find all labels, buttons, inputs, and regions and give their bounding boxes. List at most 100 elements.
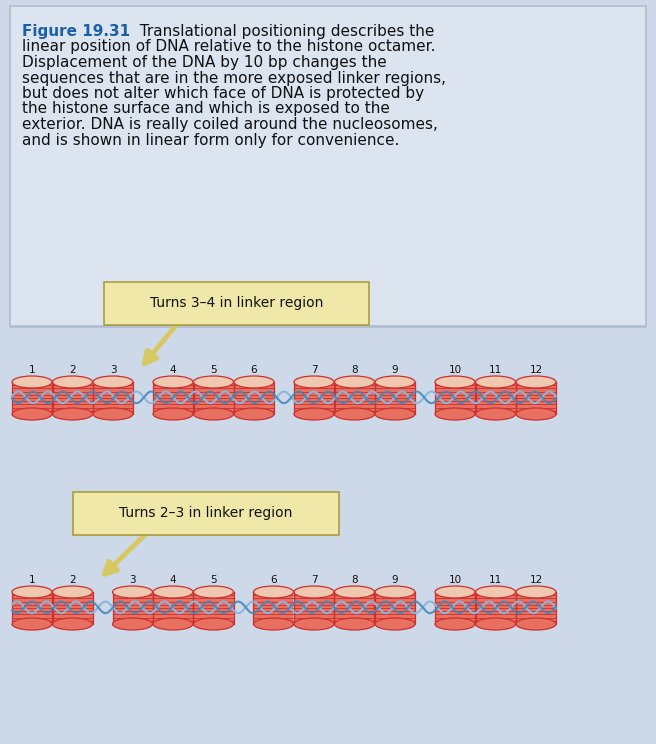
FancyBboxPatch shape bbox=[104, 282, 369, 325]
Bar bbox=[476, 382, 516, 414]
Ellipse shape bbox=[335, 618, 375, 630]
Bar bbox=[12, 382, 52, 414]
Text: and is shown in linear form only for convenience.: and is shown in linear form only for con… bbox=[22, 132, 400, 147]
Text: 1: 1 bbox=[29, 575, 35, 585]
Bar bbox=[516, 592, 556, 624]
Ellipse shape bbox=[52, 376, 92, 388]
Bar bbox=[476, 592, 516, 624]
Ellipse shape bbox=[253, 586, 293, 598]
Bar bbox=[516, 382, 556, 414]
Ellipse shape bbox=[153, 376, 193, 388]
Text: 3: 3 bbox=[110, 365, 116, 375]
Ellipse shape bbox=[194, 376, 234, 388]
Ellipse shape bbox=[52, 586, 92, 598]
Text: 4: 4 bbox=[170, 365, 176, 375]
Ellipse shape bbox=[153, 586, 193, 598]
Text: Figure 19.31: Figure 19.31 bbox=[22, 24, 130, 39]
Text: 2: 2 bbox=[69, 365, 76, 375]
Ellipse shape bbox=[294, 618, 334, 630]
Ellipse shape bbox=[375, 618, 415, 630]
Ellipse shape bbox=[12, 618, 52, 630]
Ellipse shape bbox=[375, 408, 415, 420]
Text: 5: 5 bbox=[210, 365, 217, 375]
Text: 8: 8 bbox=[351, 575, 358, 585]
Ellipse shape bbox=[234, 408, 274, 420]
Ellipse shape bbox=[153, 618, 193, 630]
Text: 11: 11 bbox=[489, 575, 502, 585]
Text: 12: 12 bbox=[529, 575, 543, 585]
Text: 11: 11 bbox=[489, 365, 502, 375]
Text: 7: 7 bbox=[311, 365, 318, 375]
Bar bbox=[153, 382, 193, 414]
Ellipse shape bbox=[93, 376, 133, 388]
Ellipse shape bbox=[516, 408, 556, 420]
Text: linear position of DNA relative to the histone octamer.: linear position of DNA relative to the h… bbox=[22, 39, 436, 54]
Bar bbox=[335, 592, 375, 624]
Ellipse shape bbox=[335, 408, 375, 420]
Bar bbox=[194, 592, 234, 624]
Ellipse shape bbox=[375, 586, 415, 598]
Ellipse shape bbox=[93, 408, 133, 420]
Bar bbox=[294, 592, 334, 624]
Ellipse shape bbox=[516, 376, 556, 388]
Ellipse shape bbox=[52, 618, 92, 630]
Text: 8: 8 bbox=[351, 365, 358, 375]
Text: exterior. DNA is really coiled around the nucleosomes,: exterior. DNA is really coiled around th… bbox=[22, 117, 438, 132]
Text: but does not alter which face of DNA is protected by: but does not alter which face of DNA is … bbox=[22, 86, 424, 101]
Ellipse shape bbox=[234, 376, 274, 388]
Text: Displacement of the DNA by 10 bp changes the: Displacement of the DNA by 10 bp changes… bbox=[22, 55, 387, 70]
Ellipse shape bbox=[253, 618, 293, 630]
Ellipse shape bbox=[335, 376, 375, 388]
Ellipse shape bbox=[476, 618, 516, 630]
Bar bbox=[112, 592, 152, 624]
Bar bbox=[12, 592, 52, 624]
Ellipse shape bbox=[476, 586, 516, 598]
Text: 4: 4 bbox=[170, 575, 176, 585]
FancyBboxPatch shape bbox=[10, 6, 646, 326]
Ellipse shape bbox=[375, 376, 415, 388]
Text: 9: 9 bbox=[392, 365, 398, 375]
Bar bbox=[375, 592, 415, 624]
Ellipse shape bbox=[435, 586, 475, 598]
Ellipse shape bbox=[335, 586, 375, 598]
Ellipse shape bbox=[435, 408, 475, 420]
Bar bbox=[435, 592, 475, 624]
Bar bbox=[335, 382, 375, 414]
Text: 7: 7 bbox=[311, 575, 318, 585]
Bar bbox=[435, 382, 475, 414]
Ellipse shape bbox=[294, 408, 334, 420]
Ellipse shape bbox=[194, 586, 234, 598]
Ellipse shape bbox=[112, 586, 152, 598]
Bar bbox=[294, 382, 334, 414]
Text: 10: 10 bbox=[449, 575, 462, 585]
Text: Turns 3–4 in linker region: Turns 3–4 in linker region bbox=[150, 297, 323, 310]
Ellipse shape bbox=[435, 376, 475, 388]
Ellipse shape bbox=[12, 586, 52, 598]
Text: 6: 6 bbox=[270, 575, 277, 585]
Bar bbox=[153, 592, 193, 624]
Ellipse shape bbox=[516, 586, 556, 598]
Text: Turns 2–3 in linker region: Turns 2–3 in linker region bbox=[119, 507, 293, 521]
Ellipse shape bbox=[516, 618, 556, 630]
Ellipse shape bbox=[112, 618, 152, 630]
Ellipse shape bbox=[12, 408, 52, 420]
Ellipse shape bbox=[476, 376, 516, 388]
Text: 1: 1 bbox=[29, 365, 35, 375]
Bar bbox=[194, 382, 234, 414]
Ellipse shape bbox=[476, 408, 516, 420]
Text: 5: 5 bbox=[210, 575, 217, 585]
Ellipse shape bbox=[194, 408, 234, 420]
Bar bbox=[253, 592, 293, 624]
Ellipse shape bbox=[294, 586, 334, 598]
Ellipse shape bbox=[153, 408, 193, 420]
Text: Translational positioning describes the: Translational positioning describes the bbox=[130, 24, 434, 39]
Text: sequences that are in the more exposed linker regions,: sequences that are in the more exposed l… bbox=[22, 71, 446, 86]
Bar bbox=[234, 382, 274, 414]
Text: 12: 12 bbox=[529, 365, 543, 375]
Bar bbox=[52, 592, 92, 624]
Bar bbox=[375, 382, 415, 414]
Ellipse shape bbox=[294, 376, 334, 388]
Ellipse shape bbox=[52, 408, 92, 420]
Text: the histone surface and which is exposed to the: the histone surface and which is exposed… bbox=[22, 101, 390, 117]
Ellipse shape bbox=[435, 618, 475, 630]
